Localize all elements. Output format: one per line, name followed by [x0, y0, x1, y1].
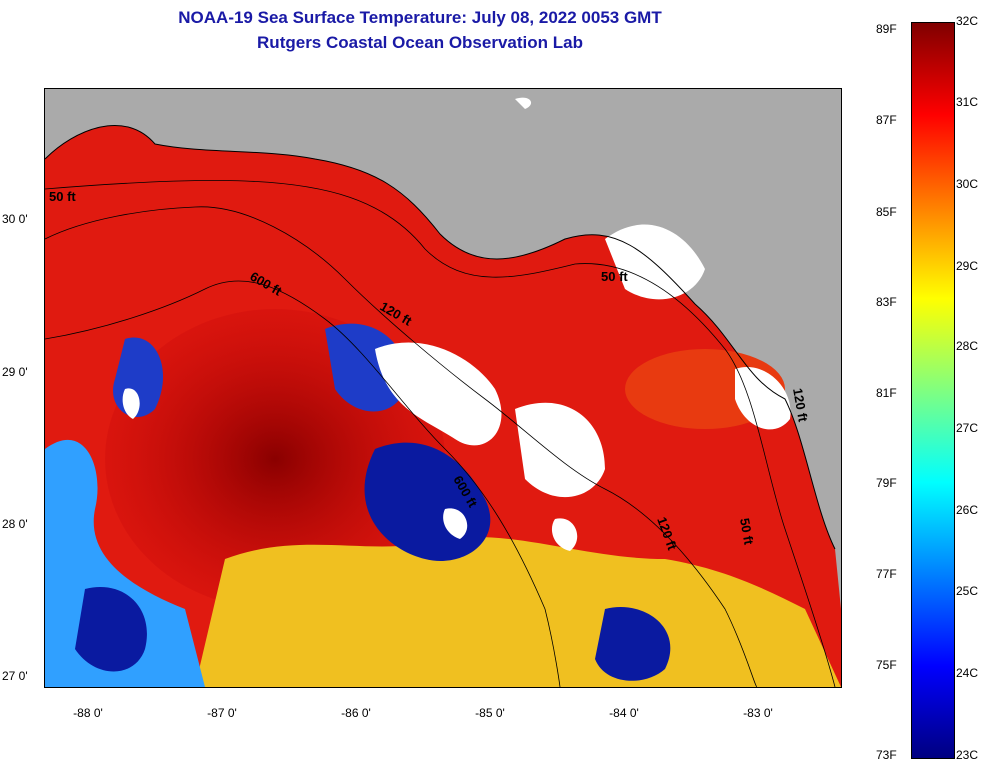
- colorbar-label-c-26: 26C: [956, 503, 979, 517]
- colorbar-label-c-29: 29C: [956, 259, 979, 273]
- colorbar-label-c-27: 27C: [956, 421, 979, 435]
- lat-label-28: 28 0': [2, 517, 28, 531]
- colorbar-label-f-77: 77F: [876, 567, 897, 581]
- cold-water-patches: [75, 442, 671, 681]
- lon-label-88: -88 0': [73, 706, 103, 720]
- lon-label-84: -84 0': [609, 706, 639, 720]
- colorbar-label-f-87: 87F: [876, 113, 897, 127]
- colorbar-label-f-75: 75F: [876, 658, 897, 672]
- lon-label-85: -85 0': [475, 706, 505, 720]
- lat-label-27: 27 0': [2, 669, 28, 683]
- contour-label-50ft-east: 50 ft: [601, 269, 628, 284]
- cool-water-south: [195, 536, 841, 687]
- colorbar-label-c-31: 31C: [956, 95, 979, 109]
- contour-50ft: [45, 180, 836, 687]
- lat-label-29: 29 0': [2, 365, 28, 379]
- colorbar-label-f-85: 85F: [876, 205, 897, 219]
- colorbar-label-c-32: 32C: [956, 14, 979, 28]
- contour-120ft: [45, 206, 758, 687]
- cloud-cover: [375, 224, 791, 498]
- contour-600ft: [45, 280, 561, 687]
- map-subtitle: Rutgers Coastal Ocean Observation Lab: [257, 33, 583, 52]
- colorbar-label-f-89: 89F: [876, 22, 897, 36]
- colorbar-label-c-23: 23C: [956, 748, 979, 762]
- map-title: NOAA-19 Sea Surface Temperature: July 08…: [178, 8, 662, 27]
- lat-label-30: 30 0': [2, 212, 28, 226]
- colorbar-label-f-73: 73F: [876, 748, 897, 762]
- colorbar-label-c-24: 24C: [956, 666, 979, 680]
- contour-label-50ft-south: 50 ft: [737, 517, 757, 547]
- lon-label-83: -83 0': [743, 706, 773, 720]
- coastline: [45, 125, 836, 550]
- lon-label-86: -86 0': [341, 706, 371, 720]
- sst-map-image: 50 ft 600 ft 120 ft 50 ft 600 ft 120 ft …: [45, 89, 841, 687]
- contour-label-120ft-coast: 120 ft: [790, 387, 811, 424]
- colorbar-label-c-28: 28C: [956, 339, 979, 353]
- sst-map: 50 ft 600 ft 120 ft 50 ft 600 ft 120 ft …: [44, 88, 842, 688]
- colorbar-label-f-83: 83F: [876, 295, 897, 309]
- colorbar-label-c-25: 25C: [956, 584, 979, 598]
- colorbar-label-f-81: 81F: [876, 386, 897, 400]
- colorbar-label-f-79: 79F: [876, 476, 897, 490]
- lon-label-87: -87 0': [207, 706, 237, 720]
- cool-water-central: [113, 323, 407, 418]
- colorbar-label-c-30: 30C: [956, 177, 979, 191]
- temperature-colorbar: [911, 22, 955, 759]
- contour-label-50ft-west: 50 ft: [49, 189, 76, 204]
